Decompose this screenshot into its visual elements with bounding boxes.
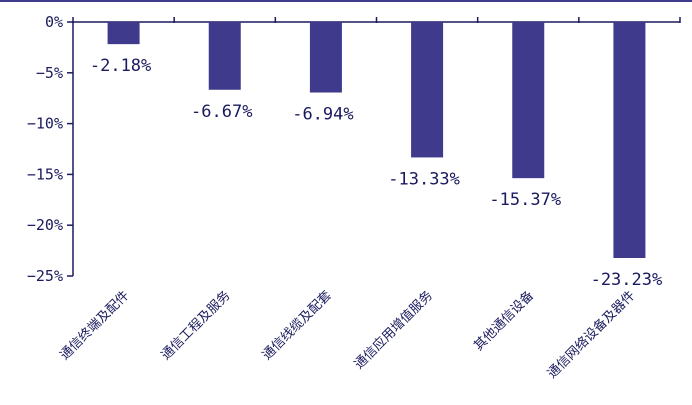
data-label: -2.18% — [90, 56, 151, 76]
data-labels: -2.18% -6.67% -6.94% -13.33% -15.37% -23.23% — [90, 56, 662, 290]
bar — [208, 22, 241, 90]
bar — [613, 22, 646, 259]
category-label: 通信终端及配件 — [57, 288, 133, 364]
data-label: -23.23% — [591, 270, 663, 290]
data-label: -13.33% — [388, 169, 460, 189]
category-label: 通信应用增值服务 — [351, 288, 436, 373]
top-rule — [0, 0, 692, 2]
category-label: 通信工程及服务 — [158, 288, 234, 364]
bar — [107, 22, 140, 45]
y-tick-label: −25% — [27, 267, 63, 285]
y-tick-label: −5% — [36, 64, 63, 82]
x-axis — [72, 17, 681, 23]
bar — [512, 22, 545, 179]
y-tick-label: −10% — [27, 115, 63, 133]
bar — [411, 22, 444, 158]
category-labels: 通信终端及配件 通信工程及服务 通信线缆及配套 通信应用增值服务 其他通信设备 通信网络设… — [57, 288, 639, 382]
y-tick-label: −15% — [27, 165, 63, 183]
category-label: 其他通信设备 — [471, 288, 537, 354]
category-label: 通信线缆及配套 — [259, 288, 335, 364]
data-label: -6.67% — [191, 102, 252, 122]
data-label: -6.94% — [292, 105, 353, 125]
bar — [309, 22, 342, 93]
y-tick-label: −20% — [27, 216, 63, 234]
y-tick-label: 0% — [45, 13, 63, 31]
category-label: 通信网络设备及器件 — [544, 288, 638, 382]
data-label: -15.37% — [489, 190, 561, 210]
y-axis: 0% −5% −10% −15% −20% −25% — [27, 13, 74, 285]
bars — [107, 22, 646, 259]
